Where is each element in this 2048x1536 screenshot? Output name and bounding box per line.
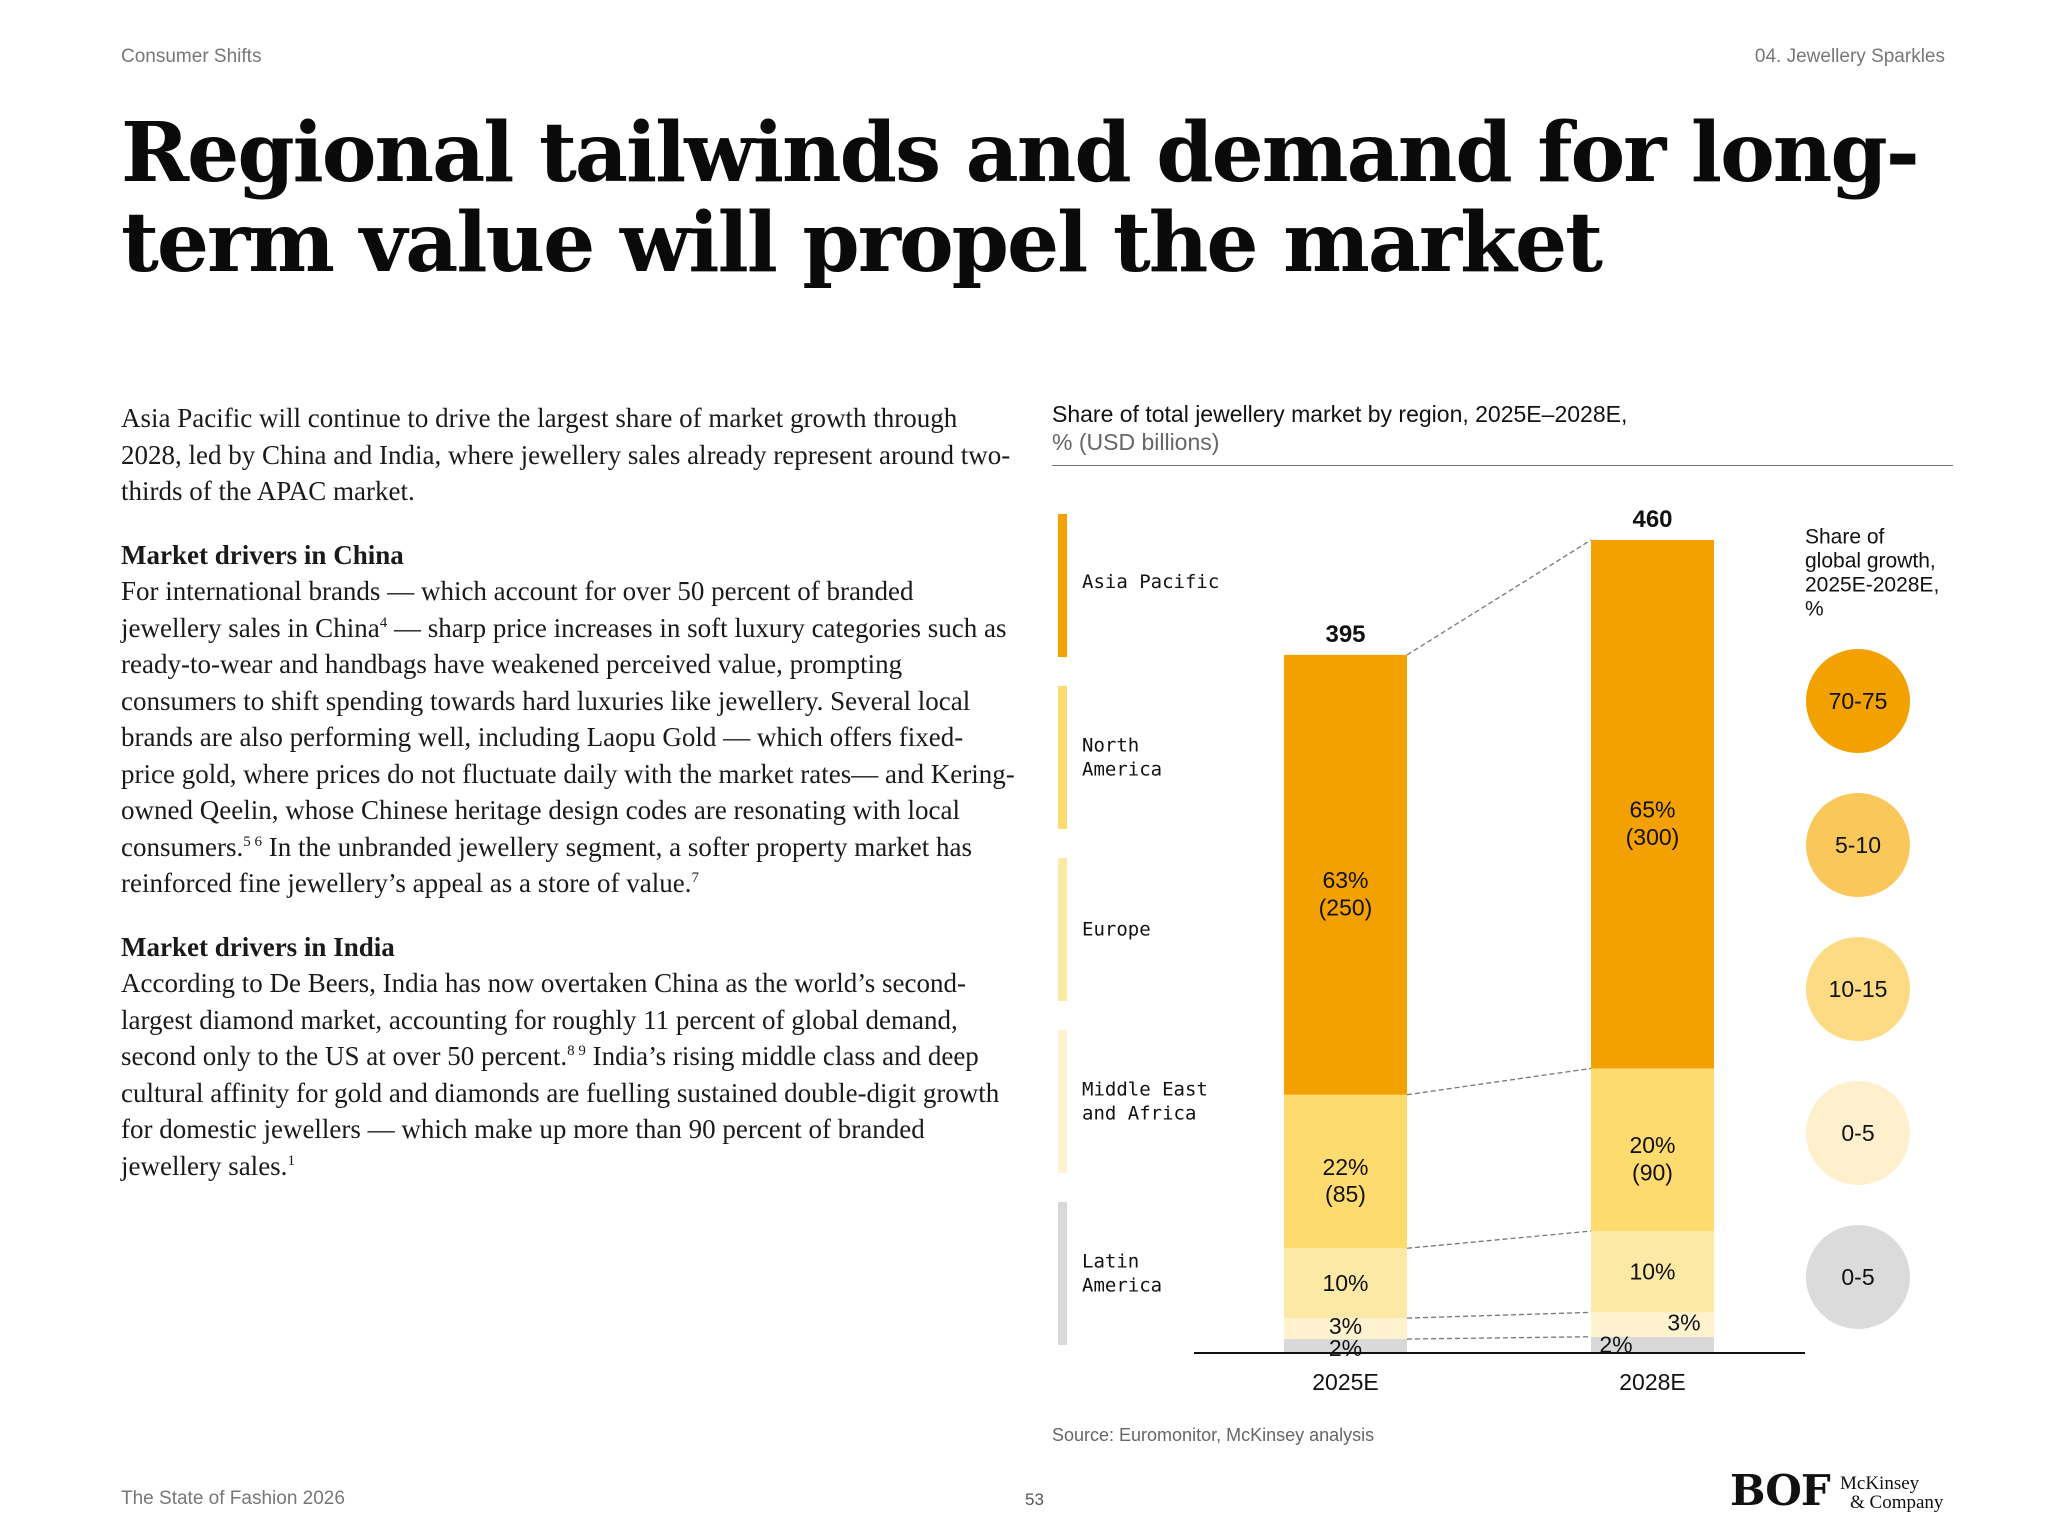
footnote-ref: 4 <box>379 614 388 631</box>
bar-segment-north-america-2028e <box>1591 1068 1714 1232</box>
legend-swatch <box>1058 686 1067 829</box>
bar-segment-label: 63% (250) <box>1319 867 1373 920</box>
growth-title: % <box>1805 598 1824 621</box>
bar-segment-label: 10% <box>1629 1259 1675 1285</box>
growth-circle <box>1806 1225 1910 1329</box>
mckinsey-logo-line2: & Company <box>1850 1492 1944 1513</box>
legend-label: Asia Pacific <box>1082 571 1219 593</box>
footnote-ref: 8 9 <box>567 1043 586 1059</box>
legend-label: America <box>1082 759 1162 781</box>
footnote-ref: 5 6 <box>243 833 262 850</box>
chart-title-rule <box>1052 465 1953 466</box>
bar-segment-label: 22% (85) <box>1322 1154 1368 1207</box>
chart-title-sub: % (USD billions) <box>1052 429 1220 455</box>
growth-title: 2025E-2028E, <box>1805 574 1939 597</box>
bar-segment-europe-2028e <box>1591 1231 1714 1313</box>
page-headline: Regional tailwinds and demand for long-t… <box>121 105 1920 291</box>
india-section: Market drivers in India According to De B… <box>121 929 1016 1185</box>
legend-swatch <box>1058 858 1067 1001</box>
legend-swatch <box>1058 1030 1067 1173</box>
page-number: 53 <box>1025 1490 1044 1509</box>
bar-segment-latin-america-2025e <box>1284 1339 1407 1353</box>
x-tick-label: 2028E <box>1619 1369 1686 1395</box>
bar-segment-middle-east-and-africa-2025e <box>1284 1318 1407 1340</box>
connector-line <box>1406 539 1592 656</box>
bof-logo: BOF <box>1730 1466 1831 1515</box>
footnote-ref: 7 <box>691 870 699 886</box>
legend-label: Europe <box>1082 919 1151 941</box>
growth-circle-label: 0-5 <box>1841 1120 1874 1146</box>
legend-label: Latin <box>1082 1251 1139 1273</box>
india-text-1: According to De Beers, India has now ove… <box>121 968 967 1071</box>
growth-circle-label: 70-75 <box>1829 688 1888 714</box>
connector-line <box>1406 1067 1592 1096</box>
growth-circle-label: 0-5 <box>1841 1264 1874 1290</box>
bar-segment-middle-east-and-africa-2028e <box>1591 1312 1714 1337</box>
legend-label: North <box>1082 735 1139 757</box>
china-text-1: For international brands — which account… <box>121 576 914 643</box>
publication-name: The State of Fashion 2026 <box>121 1488 345 1509</box>
bar-segment-latin-america-2028e <box>1591 1336 1714 1353</box>
china-text-2: — sharp price increases in soft luxury c… <box>121 612 1015 862</box>
bar-segment-north-america-2025e <box>1284 1094 1407 1249</box>
chapter-label: 04. Jewellery Sparkles <box>1754 46 1945 67</box>
growth-circle <box>1806 649 1910 753</box>
india-subheading: Market drivers in India <box>121 931 395 962</box>
growth-circle <box>1806 937 1910 1041</box>
legend-swatch <box>1058 1202 1067 1345</box>
bar-segment-label: 3% <box>1329 1313 1362 1339</box>
india-text-2: India’s rising middle class and deep cul… <box>121 1041 1000 1181</box>
growth-circle-label: 10-15 <box>1829 976 1888 1002</box>
body-text: Asia Pacific will continue to drive the … <box>121 400 1016 1211</box>
mckinsey-logo: McKinsey & Company <box>1840 1474 1943 1512</box>
legend-label: Middle East <box>1082 1079 1208 1101</box>
section-label: Consumer Shifts <box>121 46 262 67</box>
bar-total-label: 395 <box>1325 620 1365 647</box>
bar-segment-label: 10% <box>1322 1270 1368 1296</box>
bar-segment-europe-2025e <box>1284 1248 1407 1319</box>
source-note: Source: Euromonitor, McKinsey analysis <box>1052 1425 1375 1445</box>
bar-segment-asia-pacific-2028e <box>1591 540 1714 1069</box>
legend-swatch <box>1058 514 1067 657</box>
bar-segment-label: 2% <box>1329 1335 1362 1361</box>
growth-circle-label: 5-10 <box>1835 832 1881 858</box>
growth-circle <box>1806 1081 1910 1185</box>
china-section: Market drivers in China For international… <box>121 537 1016 902</box>
footnote-ref: 1 <box>287 1152 295 1169</box>
bar-segment-label: 3% <box>1667 1309 1700 1335</box>
bar-segment-asia-pacific-2025e <box>1284 654 1407 1095</box>
connector-line <box>1406 1336 1592 1340</box>
bar-segment-label: 20% (90) <box>1629 1132 1675 1185</box>
growth-circle <box>1806 793 1910 897</box>
legend-label: and Africa <box>1082 1103 1196 1125</box>
china-text-3: In the unbranded jewellery segment, a so… <box>121 831 972 899</box>
mckinsey-logo-line1: McKinsey <box>1840 1473 1920 1494</box>
bar-segment-label: 65% (300) <box>1626 797 1680 850</box>
growth-title: global growth, <box>1805 550 1936 573</box>
x-tick-label: 2025E <box>1312 1369 1379 1395</box>
legend-label: America <box>1082 1275 1162 1297</box>
connector-line <box>1406 1230 1592 1249</box>
china-subheading: Market drivers in China <box>121 539 404 570</box>
chart-title-main: Share of total jewellery market by regio… <box>1052 401 1628 427</box>
connector-line <box>1406 1311 1592 1319</box>
chart-title: Share of total jewellery market by regio… <box>1052 400 1952 456</box>
intro-paragraph: Asia Pacific will continue to drive the … <box>121 403 1011 506</box>
bar-total-label: 460 <box>1632 506 1672 533</box>
growth-title: Share of <box>1805 526 1885 549</box>
